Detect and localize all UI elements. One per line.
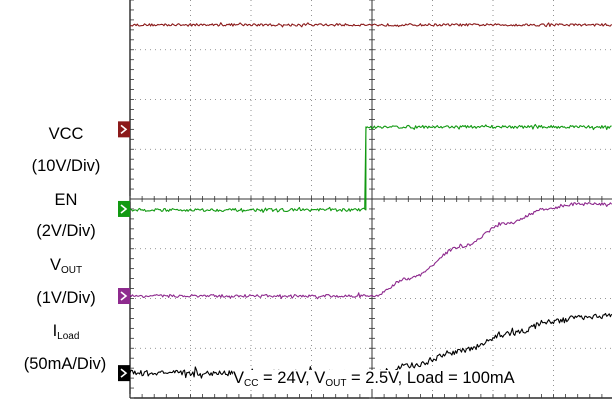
vcc-scale: (10V/Div) (14, 158, 118, 175)
vout-scale: (1V/Div) (14, 290, 118, 307)
vcc-scale-text: (10V/Div) (31, 157, 101, 175)
marker-en (118, 200, 130, 217)
marker-arrow-en (120, 204, 128, 214)
ann-vcc-val: = 24V, (258, 369, 315, 387)
conditions-annotation: VCC = 24V, VOUT = 2.5V, Load = 100mA (233, 370, 515, 389)
ann-vout-main: V (314, 369, 326, 387)
vcc-label-name: VCC (48, 125, 84, 143)
marker-box-vcc (118, 121, 130, 138)
marker-arrow-vout (120, 291, 128, 301)
vcc-label: VCC (14, 126, 118, 143)
ann-vout-sub: OUT (325, 378, 347, 389)
ann-vcc-main: V (233, 369, 245, 387)
iload-label-sub: Load (57, 331, 80, 342)
iload-scale: (50mA/Div) (6, 356, 124, 373)
en-scale: (2V/Div) (14, 223, 118, 240)
vout-scale-text: (1V/Div) (36, 289, 96, 307)
marker-vout (118, 288, 130, 305)
ann-vcc-sub: CC (244, 378, 259, 389)
marker-iload (118, 365, 130, 382)
en-label-name: EN (54, 191, 78, 209)
iload-scale-text: (50mA/Div) (23, 355, 107, 373)
grid (129, 0, 612, 399)
marker-arrow-vcc (120, 124, 128, 134)
trace-vcc (129, 22, 612, 28)
channel-markers (118, 121, 130, 382)
marker-arrow-iload (120, 368, 128, 378)
marker-box-vout (118, 288, 130, 305)
vout-label: VOUT (14, 257, 118, 276)
iload-label-main: I (52, 322, 58, 340)
trace-vout (129, 202, 612, 300)
marker-vcc (118, 121, 130, 138)
en-label: EN (14, 192, 118, 209)
trace-en (129, 123, 612, 213)
marker-box-en (118, 200, 130, 217)
ann-vout-val: = 2.5V, (346, 369, 407, 387)
ann-load: Load = 100mA (406, 369, 515, 387)
vout-label-main: V (49, 256, 61, 274)
vout-label-sub: OUT (60, 265, 83, 276)
iload-label: ILoad (14, 323, 118, 342)
en-scale-text: (2V/Div) (36, 222, 96, 240)
